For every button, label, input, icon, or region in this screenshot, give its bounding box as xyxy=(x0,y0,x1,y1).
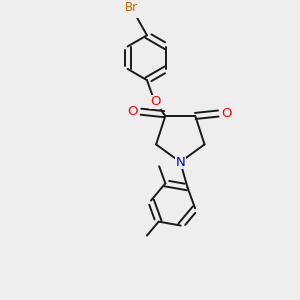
Text: N: N xyxy=(176,155,185,169)
Text: Br: Br xyxy=(124,1,138,14)
Text: O: O xyxy=(150,95,161,109)
Text: O: O xyxy=(127,105,138,118)
Text: O: O xyxy=(222,107,232,120)
